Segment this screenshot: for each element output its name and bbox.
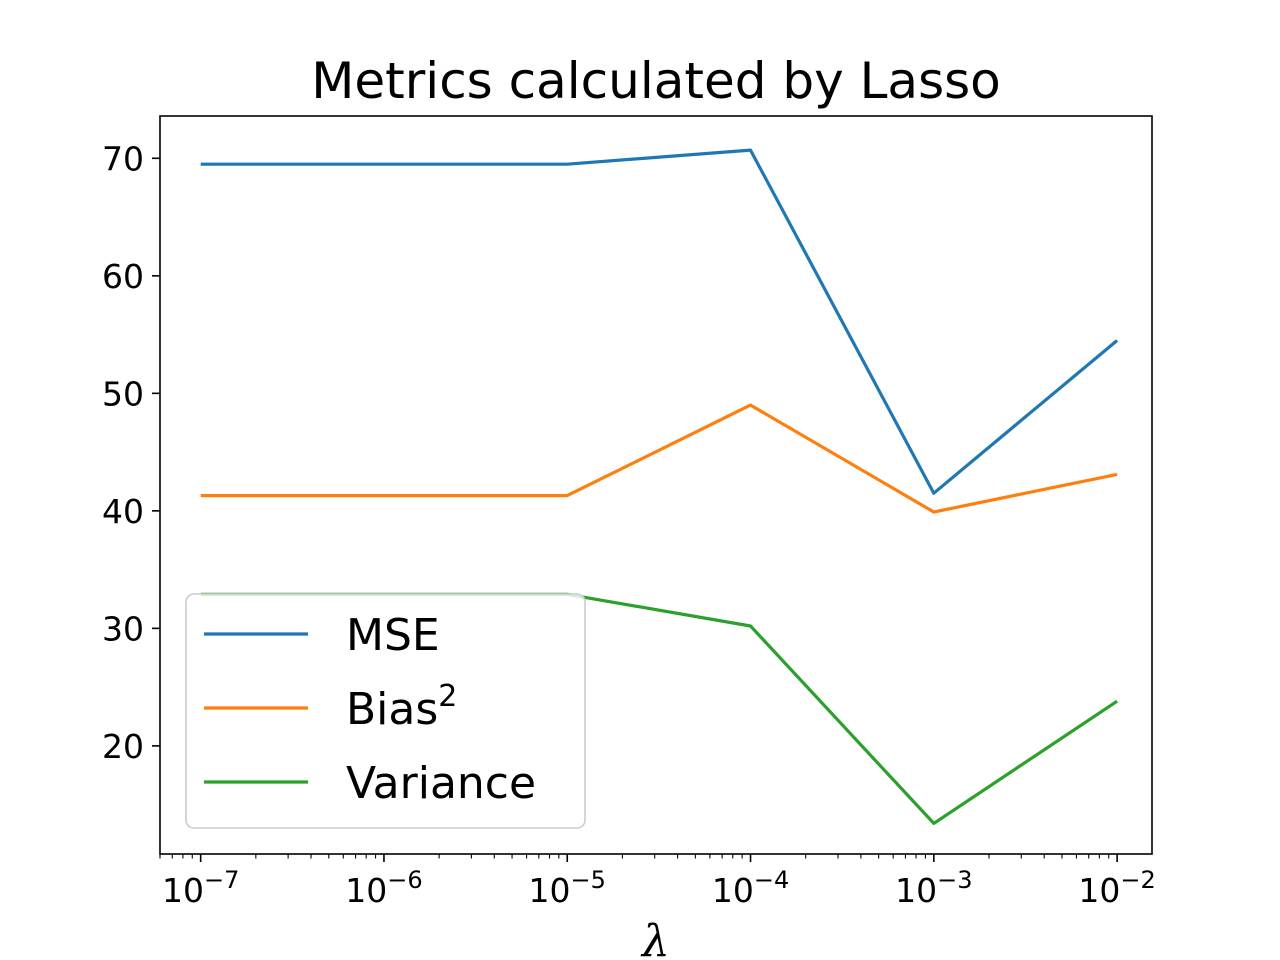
x-tick-label-2: 10−5 [529, 866, 606, 910]
plot-frame [159, 115, 1153, 855]
y-tick-label-4: 60 [102, 257, 144, 296]
series-line-0 [200, 148, 1119, 495]
legend: MSE Bias2 Variance [185, 593, 586, 829]
series-line-1 [200, 403, 1118, 514]
x-axis-label: λ [640, 916, 670, 960]
x-tick-label-4: 10−3 [895, 866, 972, 910]
x-tick-label-5: 10−2 [1078, 866, 1155, 910]
y-tick-label-3: 50 [102, 374, 144, 413]
x-axis: 10−7 10−6 10−5 10−4 10−3 10−2 [159, 854, 1156, 910]
legend-box [185, 593, 586, 829]
legend-label-0: MSE [346, 610, 440, 661]
y-axis: 20 30 40 50 60 70 [102, 139, 160, 766]
y-tick-label-0: 20 [102, 727, 144, 766]
x-tick-label-1: 10−6 [345, 866, 422, 910]
chart-title: Metrics calculated by Lasso [311, 52, 1001, 110]
y-tick-label-1: 30 [102, 609, 144, 648]
x-tick-label-0: 10−7 [162, 866, 239, 910]
y-tick-label-2: 40 [102, 492, 144, 531]
legend-label-2: Variance [346, 758, 536, 809]
legend-label-1: Bias2 [346, 679, 457, 735]
y-tick-label-5: 70 [102, 139, 144, 178]
x-tick-label-3: 10−4 [712, 866, 789, 910]
